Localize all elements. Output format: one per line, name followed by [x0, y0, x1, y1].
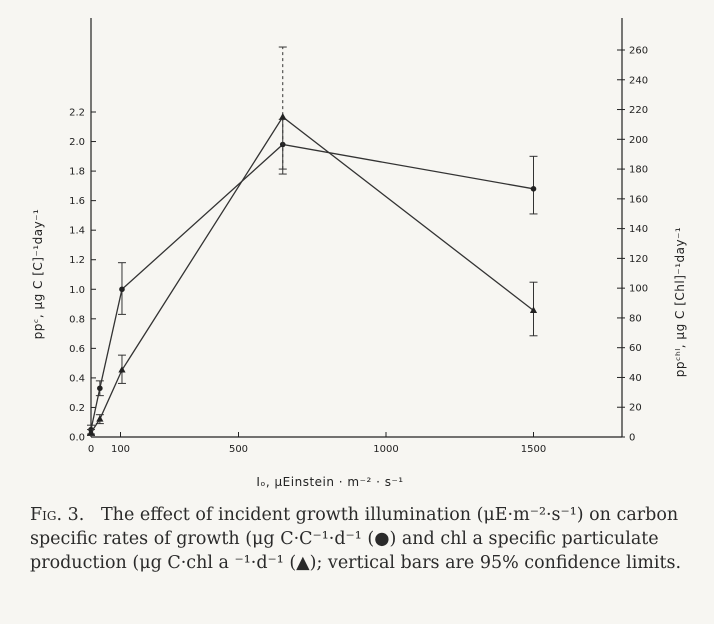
x-axis-title: Iₒ, μEinstein · m⁻² · s⁻¹	[256, 475, 403, 489]
x-tick-label: 0	[88, 444, 94, 455]
left-y-tick-label: 0.8	[69, 314, 85, 325]
triangle-point	[529, 306, 538, 313]
right-y-tick-label: 60	[629, 343, 642, 354]
right-y-tick-label: 20	[629, 403, 642, 414]
figure-caption: Fig. 3. The effect of incident growth il…	[30, 503, 690, 575]
chart-axes	[90, 18, 623, 438]
circle-point	[530, 186, 537, 192]
right-y-tick-label: 160	[629, 194, 648, 205]
left-y-axis-title: ppᶜ, μg C [C]⁻¹day⁻¹	[31, 209, 45, 340]
triangle-point	[96, 415, 104, 422]
right-y-tick-label: 140	[629, 224, 648, 235]
right-y-tick-label: 200	[629, 135, 648, 146]
chart: 0 100 500 1000 1500 0.00.20.40.60.81.01.21.4…	[31, 18, 687, 489]
right-y-tick-label: 220	[629, 105, 648, 116]
right-y-axis-title: ppᶜʰˡ, μg C [Chl]⁻¹day⁻¹	[673, 227, 687, 377]
left-y-tick-label: 1.6	[69, 196, 85, 207]
x-tick-label: 100	[111, 444, 130, 455]
left-y-tick-label: 1.8	[69, 167, 85, 178]
right-y-tick-label: 100	[629, 284, 648, 295]
right-y-tick-label: 80	[629, 313, 642, 324]
right-y-axis-ticks: 0 20 40 60 80 100 120 140 160 180 200 220 240 260	[617, 46, 648, 444]
circle-series-line	[90, 143, 534, 430]
triangle-point	[279, 112, 287, 120]
plot-area	[87, 46, 538, 437]
right-y-tick-label: 180	[629, 165, 648, 176]
left-y-tick-label: 0.2	[69, 403, 85, 414]
figure-label: Fig. 3.	[30, 505, 85, 525]
right-y-tick-label: 40	[629, 373, 642, 384]
triangle-point	[87, 428, 95, 436]
right-y-tick-label: 120	[629, 254, 648, 265]
left-y-axis-ticks: 0.0 0.2 0.4 0.6 0.8 1.0 1.2 1.4 1.6 1.8 2.0 2.2	[69, 108, 96, 444]
x-tick-label: 1000	[373, 444, 398, 455]
left-y-tick-label: 0.4	[69, 373, 85, 384]
x-tick-label: 500	[229, 444, 248, 455]
left-y-tick-label: 1.4	[69, 226, 85, 237]
circle-point	[97, 385, 103, 392]
circle-point	[119, 286, 125, 293]
left-y-tick-label: 1.0	[69, 285, 85, 296]
left-y-tick-label: 0.0	[69, 433, 85, 444]
triangle-point	[118, 366, 126, 373]
left-y-tick-label: 2.0	[69, 137, 85, 148]
left-y-tick-label: 1.2	[69, 255, 85, 266]
right-y-tick-label: 260	[629, 46, 648, 57]
left-y-tick-label: 0.6	[69, 344, 85, 355]
x-axis-ticks: 0 100 500 1000 1500	[88, 432, 546, 455]
x-tick-label: 1500	[521, 444, 546, 455]
triangle-series-line	[90, 116, 534, 433]
caption-text: The effect of incident growth illuminati…	[30, 505, 682, 573]
right-y-tick-label: 0	[629, 433, 635, 444]
left-y-tick-label: 2.2	[69, 108, 85, 119]
right-y-tick-label: 240	[629, 75, 648, 86]
